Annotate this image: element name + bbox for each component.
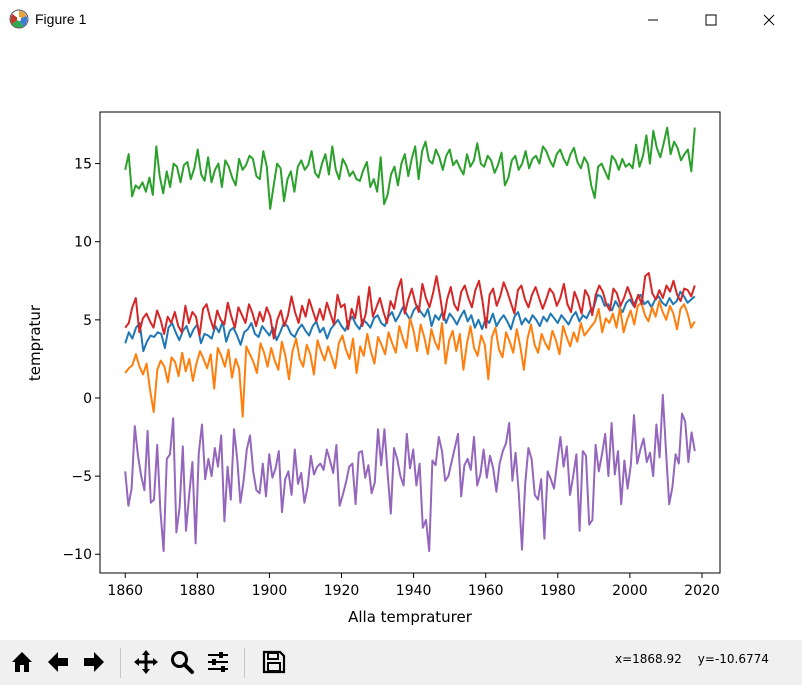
- x-coordinate-readout: x=1868.92: [615, 652, 682, 666]
- back-button[interactable]: [42, 646, 74, 678]
- forward-arrow-icon: [84, 652, 104, 672]
- toolbar-separator: [120, 648, 121, 678]
- toolbar-separator: [244, 648, 245, 678]
- y-tick-label: −10: [62, 547, 92, 563]
- minimize-button[interactable]: [630, 0, 676, 40]
- configure-subplots-button[interactable]: [202, 646, 234, 678]
- y-axis-label: tempratur: [26, 304, 44, 381]
- x-tick-label: 1860: [107, 583, 143, 599]
- zoom-icon: [171, 651, 194, 674]
- y-coordinate-readout: y=-10.6774: [697, 652, 769, 666]
- cursor-coordinates: x=1868.92 y=-10.6774: [615, 652, 785, 666]
- y-tick-label: 0: [83, 391, 92, 407]
- close-icon: [763, 14, 775, 26]
- home-button[interactable]: [6, 646, 38, 678]
- x-tick-label: 2020: [684, 583, 720, 599]
- matplotlib-logo-icon: [9, 9, 29, 29]
- figure-canvas[interactable]: 1860 1880 1900 1920 1940 1960 1980 2000 2020 −10 −…: [0, 40, 802, 640]
- save-button[interactable]: [258, 646, 290, 678]
- y-tick-label: 10: [74, 235, 92, 251]
- x-tick-label: 1940: [396, 583, 432, 599]
- save-icon: [262, 650, 286, 674]
- x-tick-label: 1920: [324, 583, 360, 599]
- window-titlebar: Figure 1: [0, 0, 802, 40]
- forward-button[interactable]: [78, 646, 110, 678]
- series-line-2: [124, 300, 696, 418]
- series-line-5: [124, 393, 696, 553]
- series-line-4: [124, 272, 696, 340]
- y-tick-label: 5: [83, 313, 92, 329]
- x-tick-label: 1960: [468, 583, 504, 599]
- pan-button[interactable]: [130, 646, 162, 678]
- y-tick-label: 15: [74, 157, 92, 173]
- x-tick-label: 1900: [252, 583, 288, 599]
- maximize-icon: [705, 14, 717, 26]
- x-tick-label: 1980: [540, 583, 576, 599]
- configure-subplots-icon: [208, 652, 228, 672]
- window-title: Figure 1: [35, 11, 87, 27]
- close-button[interactable]: [746, 0, 792, 40]
- line-chart: 1860 1880 1900 1920 1940 1960 1980 2000 2020 −10 −…: [26, 111, 721, 626]
- series-line-3: [124, 126, 696, 210]
- maximize-button[interactable]: [688, 0, 734, 40]
- pan-icon: [134, 650, 158, 674]
- minimize-icon: [648, 19, 658, 21]
- axes-frame: [99, 111, 721, 574]
- y-tick-label: −5: [71, 469, 92, 485]
- back-arrow-icon: [48, 652, 68, 672]
- zoom-button[interactable]: [166, 646, 198, 678]
- x-axis-label: Alla tempraturer: [348, 608, 473, 626]
- navigation-toolbar: x=1868.92 y=-10.6774: [0, 640, 802, 685]
- x-tick-label: 2000: [612, 583, 648, 599]
- home-icon: [12, 652, 32, 672]
- x-tick-label: 1880: [180, 583, 216, 599]
